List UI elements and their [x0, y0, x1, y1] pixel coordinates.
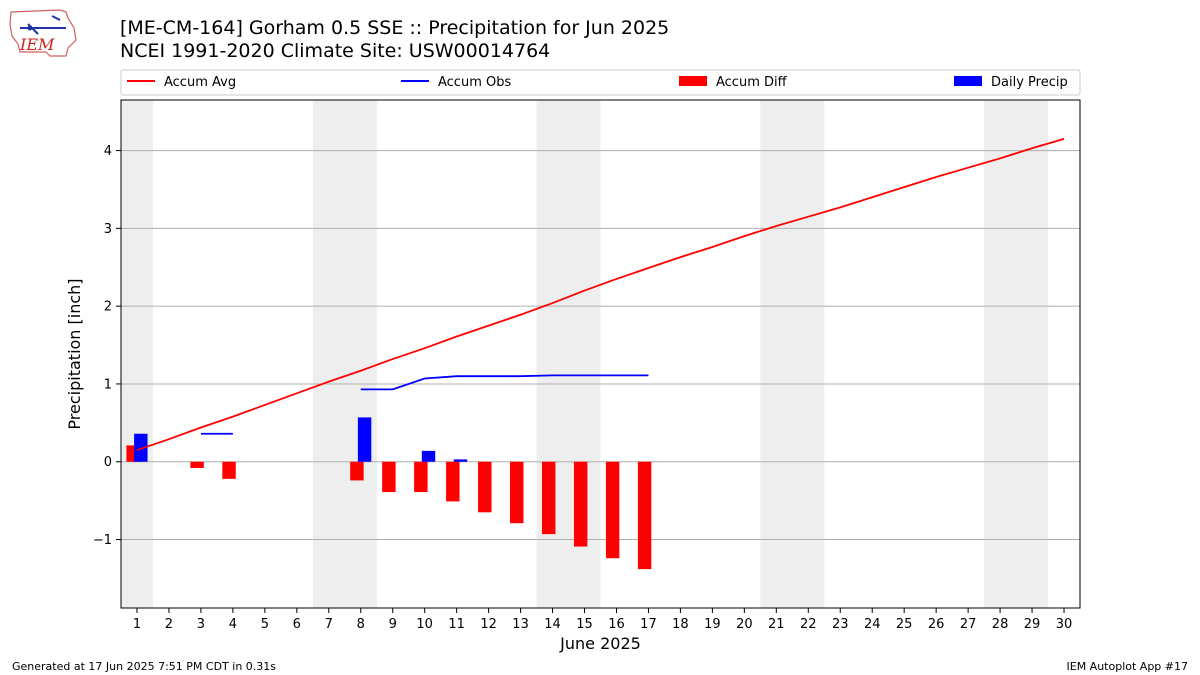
- bar: [414, 461, 428, 493]
- x-tick-label: 3: [197, 617, 205, 632]
- chart-title: [ME-CM-164] Gorham 0.5 SSE :: Precipitat…: [120, 17, 670, 39]
- legend-label: Daily Precip: [991, 75, 1068, 90]
- x-tick-label: 19: [704, 617, 721, 632]
- y-tick-label: 4: [104, 144, 112, 159]
- bar: [190, 461, 204, 468]
- x-tick-label: 14: [544, 617, 561, 632]
- x-tick-label: 23: [832, 617, 849, 632]
- x-tick-label: 21: [768, 617, 785, 632]
- weekend-span: [121, 100, 153, 608]
- bar: [350, 461, 364, 481]
- bar: [605, 461, 620, 559]
- x-axis-label: June 2025: [559, 634, 641, 653]
- x-tick-label: 17: [640, 617, 657, 632]
- x-tick-label: 6: [293, 617, 301, 632]
- x-tick-label: 24: [864, 617, 881, 632]
- x-tick-label: 7: [325, 617, 333, 632]
- bar: [542, 461, 556, 535]
- chart-subtitle: NCEI 1991-2020 Climate Site: USW00014764: [120, 40, 551, 62]
- x-tick-label: 13: [512, 617, 529, 632]
- series-line: [136, 138, 1065, 451]
- legend-box: [120, 69, 1081, 96]
- x-ticks: 1 2 3 4 5 6 7 8 9 10 11 12 13 14 15 16 17 18 19 20 21 22 23 24 2…: [133, 608, 1072, 632]
- weekend-span: [760, 100, 825, 608]
- legend: Accum Avg Accum Obs Accum Diff Daily Precip: [120, 69, 1081, 96]
- x-tick-label: 26: [928, 617, 945, 632]
- bar: [382, 461, 396, 493]
- x-tick-label: 10: [416, 617, 433, 632]
- x-tick-label: 25: [896, 617, 913, 632]
- iem-logo: IEM: [9, 9, 77, 57]
- bar: [637, 461, 652, 570]
- x-tick-label: 15: [576, 617, 593, 632]
- x-tick-label: 29: [1024, 617, 1041, 632]
- legend-label: Accum Obs: [438, 75, 511, 90]
- grid-lines: [121, 150, 1080, 541]
- y-tick-label: 3: [104, 222, 112, 237]
- footer-app: IEM Autoplot App #17: [1066, 660, 1189, 673]
- weekend-shading: [121, 100, 1049, 608]
- bars: [126, 417, 652, 570]
- y-axis-label: Precipitation [inch]: [65, 278, 84, 429]
- x-tick-label: 28: [992, 617, 1009, 632]
- y-ticks: −1 0 1 2 3 4: [93, 144, 121, 548]
- plot-frame: [120, 99, 1081, 609]
- x-tick-label: 2: [165, 617, 173, 632]
- bar: [222, 461, 236, 479]
- series-line: [360, 374, 649, 391]
- lines: [136, 138, 1065, 451]
- svg-text:IEM: IEM: [19, 35, 55, 54]
- bar: [453, 459, 468, 462]
- bar: [134, 433, 148, 462]
- bar: [357, 417, 372, 462]
- y-tick-label: 2: [104, 300, 112, 315]
- footer-generated: Generated at 17 Jun 2025 7:51 PM CDT in …: [12, 660, 277, 673]
- x-tick-label: 8: [357, 617, 365, 632]
- legend-label: Accum Avg: [164, 75, 236, 90]
- weekend-span: [984, 100, 1049, 608]
- x-tick-label: 20: [736, 617, 753, 632]
- x-tick-label: 11: [448, 617, 465, 632]
- y-tick-label: 0: [104, 455, 112, 470]
- x-tick-label: 5: [261, 617, 269, 632]
- weekend-span: [312, 100, 377, 608]
- x-tick-label: 27: [960, 617, 977, 632]
- x-tick-label: 9: [389, 617, 397, 632]
- x-tick-label: 4: [229, 617, 237, 632]
- legend-label: Accum Diff: [716, 75, 788, 90]
- bar: [446, 461, 460, 502]
- x-tick-label: 18: [672, 617, 689, 632]
- legend-swatch: [679, 76, 707, 86]
- bar: [478, 461, 492, 513]
- bar: [510, 461, 524, 524]
- x-tick-label: 16: [608, 617, 625, 632]
- bar: [421, 450, 436, 462]
- y-tick-label: −1: [93, 533, 112, 548]
- x-tick-label: 12: [480, 617, 497, 632]
- x-tick-label: 22: [800, 617, 817, 632]
- y-tick-label: 1: [104, 377, 112, 392]
- bar: [573, 461, 588, 547]
- legend-swatch: [954, 76, 982, 86]
- x-tick-label: 30: [1056, 617, 1073, 632]
- x-tick-label: 1: [133, 617, 141, 632]
